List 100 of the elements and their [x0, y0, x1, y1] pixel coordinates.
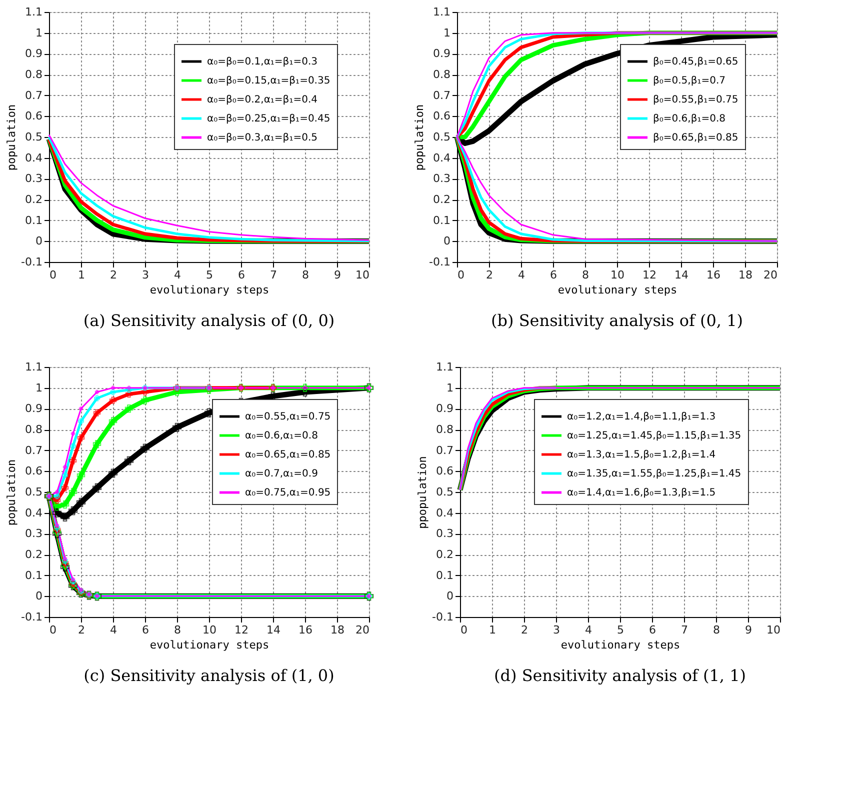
x-tick-label: 16 — [298, 624, 312, 636]
text: (a) Sensitivity analysis of (0, 0) — [83, 311, 335, 330]
y-tick-label: 0.9 — [25, 47, 42, 60]
x-tick-label: 10 — [766, 624, 780, 636]
x-tick-label: 5 — [617, 624, 624, 636]
y-tick-label: 0.6 — [25, 110, 42, 123]
y-tick-label: 0.7 — [433, 88, 450, 102]
legend-label: α₀=1.35,α₁=1.55,β₀=1.25,β₁=1.45 — [567, 468, 742, 480]
y-tick-label: 1.1 — [433, 6, 450, 18]
legend-label: α₀=1.25,α₁=1.45,β₀=1.15,β₁=1.35 — [567, 430, 742, 442]
legend-label: α₀=β₀=0.3,α₁=β₁=0.5 — [207, 132, 318, 144]
legend-label: β₀=0.6,β₁=0.8 — [653, 114, 726, 124]
y-tick-label: 0 — [446, 590, 454, 603]
x-tick-label: 5 — [206, 268, 213, 282]
x-tick-label: 4 — [518, 268, 525, 282]
x-tick-label: 6 — [238, 268, 245, 282]
y-axis-title: population — [413, 104, 426, 171]
x-tick-label: 0 — [460, 624, 468, 636]
x-tick-label: 2 — [110, 268, 117, 282]
y-tick-label: 0.5 — [433, 130, 450, 144]
legend-label: α₀=β₀=0.1,α₁=β₁=0.3 — [207, 56, 318, 68]
x-tick-label: 10 — [202, 624, 216, 636]
y-tick-label: 0.1 — [433, 214, 450, 227]
y-tick-label: 1 — [36, 26, 42, 40]
y-tick-label: 0 — [36, 590, 42, 603]
legend-label: α₀=β₀=0.2,α₁=β₁=0.4 — [207, 94, 318, 106]
x-axis-title: evolutionary steps — [150, 638, 270, 652]
y-tick-label: 0.8 — [25, 68, 42, 81]
x-tick-label: 8 — [174, 624, 181, 636]
x-tick-label: 3 — [553, 624, 560, 636]
x-tick-label: 20 — [764, 268, 778, 282]
legend-label: α₀=1.3,α₁=1.5,β₀=1.2,β₁=1.4 — [567, 450, 716, 460]
legend-label: β₀=0.5,β₁=0.7 — [653, 76, 726, 86]
y-tick-label: 0.6 — [25, 464, 42, 478]
x-tick-label: 1 — [489, 624, 496, 636]
x-axis-title: evolutionary steps — [560, 638, 680, 652]
x-tick-label: 9 — [745, 624, 752, 636]
legend-label: α₀=0.65,α₁=0.85 — [245, 450, 331, 460]
y-tick-label: 0.7 — [436, 444, 454, 457]
y-tick-label: 0.3 — [25, 172, 42, 186]
y-tick-label: 0.9 — [436, 402, 454, 416]
x-tick-label: 6 — [550, 268, 557, 282]
x-tick-label: 8 — [582, 268, 589, 282]
y-axis-title: ppopulation — [416, 456, 430, 529]
y-tick-label: 0.5 — [25, 486, 42, 498]
y-tick-label: 0.2 — [436, 548, 454, 561]
legend-label: α₀=0.6,α₁=0.8 — [245, 430, 318, 442]
y-tick-label: 0.7 — [25, 88, 42, 102]
y-axis-title: population — [5, 104, 18, 171]
legend-label: α₀=0.7,α₁=0.9 — [245, 468, 318, 480]
y-tick-label: 0.6 — [433, 110, 450, 123]
legend-label: α₀=0.75,α₁=0.95 — [245, 488, 331, 498]
x-tick-label: 9 — [334, 268, 341, 282]
y-tick-label: 0.5 — [25, 130, 42, 144]
y-tick-label: 0.6 — [436, 464, 454, 478]
text: (c) Sensitivity analysis of (1, 0) — [84, 666, 334, 685]
x-tick-label: 2 — [521, 624, 528, 636]
y-tick-label: 0.8 — [25, 423, 42, 436]
x-tick-label: 20 — [356, 624, 370, 636]
y-tick-label: -0.1 — [21, 610, 42, 624]
y-tick-label: 0.3 — [25, 527, 42, 540]
y-tick-label: 0.1 — [436, 568, 454, 582]
legend-label: α₀=β₀=0.25,α₁=β₁=0.45 — [207, 114, 330, 124]
y-tick-label: 0.7 — [25, 444, 42, 457]
x-tick-label: 2 — [78, 624, 85, 636]
x-tick-label: 16 — [706, 268, 720, 282]
y-tick-label: 0.1 — [25, 214, 42, 227]
y-tick-label: 0.3 — [433, 172, 450, 186]
y-tick-label: 0.4 — [433, 151, 450, 164]
text: (b) Sensitivity analysis of (0, 1) — [491, 311, 743, 330]
y-tick-label: 1 — [444, 26, 450, 40]
x-tick-label: 8 — [713, 624, 720, 636]
y-tick-label: 0.9 — [433, 47, 450, 60]
y-axis-title: population — [5, 459, 18, 526]
x-tick-label: 7 — [681, 624, 688, 636]
x-tick-label: 4 — [174, 268, 181, 282]
y-tick-label: 0 — [444, 234, 450, 248]
x-tick-label: 14 — [674, 268, 688, 282]
x-tick-label: 8 — [302, 268, 309, 282]
legend-label: α₀=β₀=0.15,α₁=β₁=0.35 — [207, 76, 330, 86]
x-axis-title: evolutionary steps — [558, 284, 678, 296]
x-tick-label: 10 — [610, 268, 624, 282]
y-tick-label: 0.8 — [433, 68, 450, 81]
legend-label: α₀=0.55,α₁=0.75 — [245, 412, 331, 422]
x-tick-label: 3 — [142, 268, 149, 282]
x-tick-label: 0 — [50, 268, 56, 282]
y-tick-label: -0.1 — [429, 256, 450, 268]
y-tick-label: 0.4 — [25, 151, 42, 164]
x-tick-label: 4 — [110, 624, 117, 636]
y-tick-label: 1 — [446, 381, 454, 394]
legend-label: β₀=0.65,β₁=0.85 — [653, 132, 738, 144]
x-axis-title: evolutionary steps — [150, 284, 270, 296]
y-tick-label: 0.2 — [25, 548, 42, 561]
legend-label: α₀=1.2,α₁=1.4,β₀=1.1,β₁=1.3 — [567, 412, 716, 422]
x-tick-label: 6 — [649, 624, 656, 636]
y-tick-label: 0.8 — [436, 423, 454, 436]
y-tick-label: 0.2 — [25, 193, 42, 206]
legend-label: β₀=0.55,β₁=0.75 — [653, 94, 738, 106]
y-tick-label: 0.3 — [436, 527, 454, 540]
x-tick-label: 4 — [585, 624, 592, 636]
